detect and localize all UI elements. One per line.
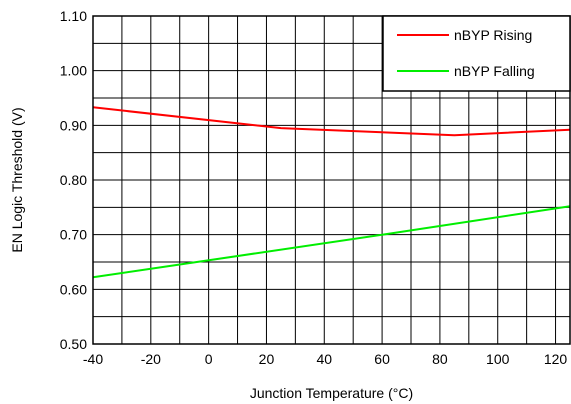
x-tick-label: 80 <box>432 351 448 367</box>
y-tick-label: 1.00 <box>60 63 87 79</box>
x-tick-label: -20 <box>141 351 161 367</box>
y-tick-label: 0.70 <box>60 227 87 243</box>
x-tick-label: 100 <box>486 351 510 367</box>
y-tick-label: 0.80 <box>60 172 87 188</box>
y-tick-label: 0.60 <box>60 281 87 297</box>
y-tick-label: 0.90 <box>60 117 87 133</box>
legend-label: nBYP Rising <box>454 27 532 43</box>
series-line-nbyp-falling <box>92 205 571 279</box>
x-tick-label: 20 <box>259 351 275 367</box>
x-axis-title: Junction Temperature (°C) <box>250 385 413 401</box>
plot-frame <box>92 15 571 345</box>
series-layer <box>92 106 571 279</box>
x-tick-label: 40 <box>316 351 332 367</box>
y-axis-title: EN Logic Threshold (V) <box>9 107 25 252</box>
x-tick-label: -40 <box>83 351 103 367</box>
x-tick-labels: -40 -20 0 20 40 60 80 100 120 <box>83 351 568 367</box>
x-tick-label: 0 <box>205 351 213 367</box>
series-line-nbyp-rising <box>92 106 571 137</box>
y-tick-label: 0.50 <box>60 336 87 352</box>
x-tick-label: 60 <box>374 351 390 367</box>
legend: nBYP Rising nBYP Falling <box>382 15 571 92</box>
y-tick-labels: 0.50 0.60 0.70 0.80 0.90 1.00 1.10 <box>60 8 87 352</box>
legend-label: nBYP Falling <box>454 63 535 79</box>
x-tick-label: 120 <box>544 351 568 367</box>
y-tick-label: 1.10 <box>60 8 87 24</box>
legend-box <box>382 15 571 92</box>
